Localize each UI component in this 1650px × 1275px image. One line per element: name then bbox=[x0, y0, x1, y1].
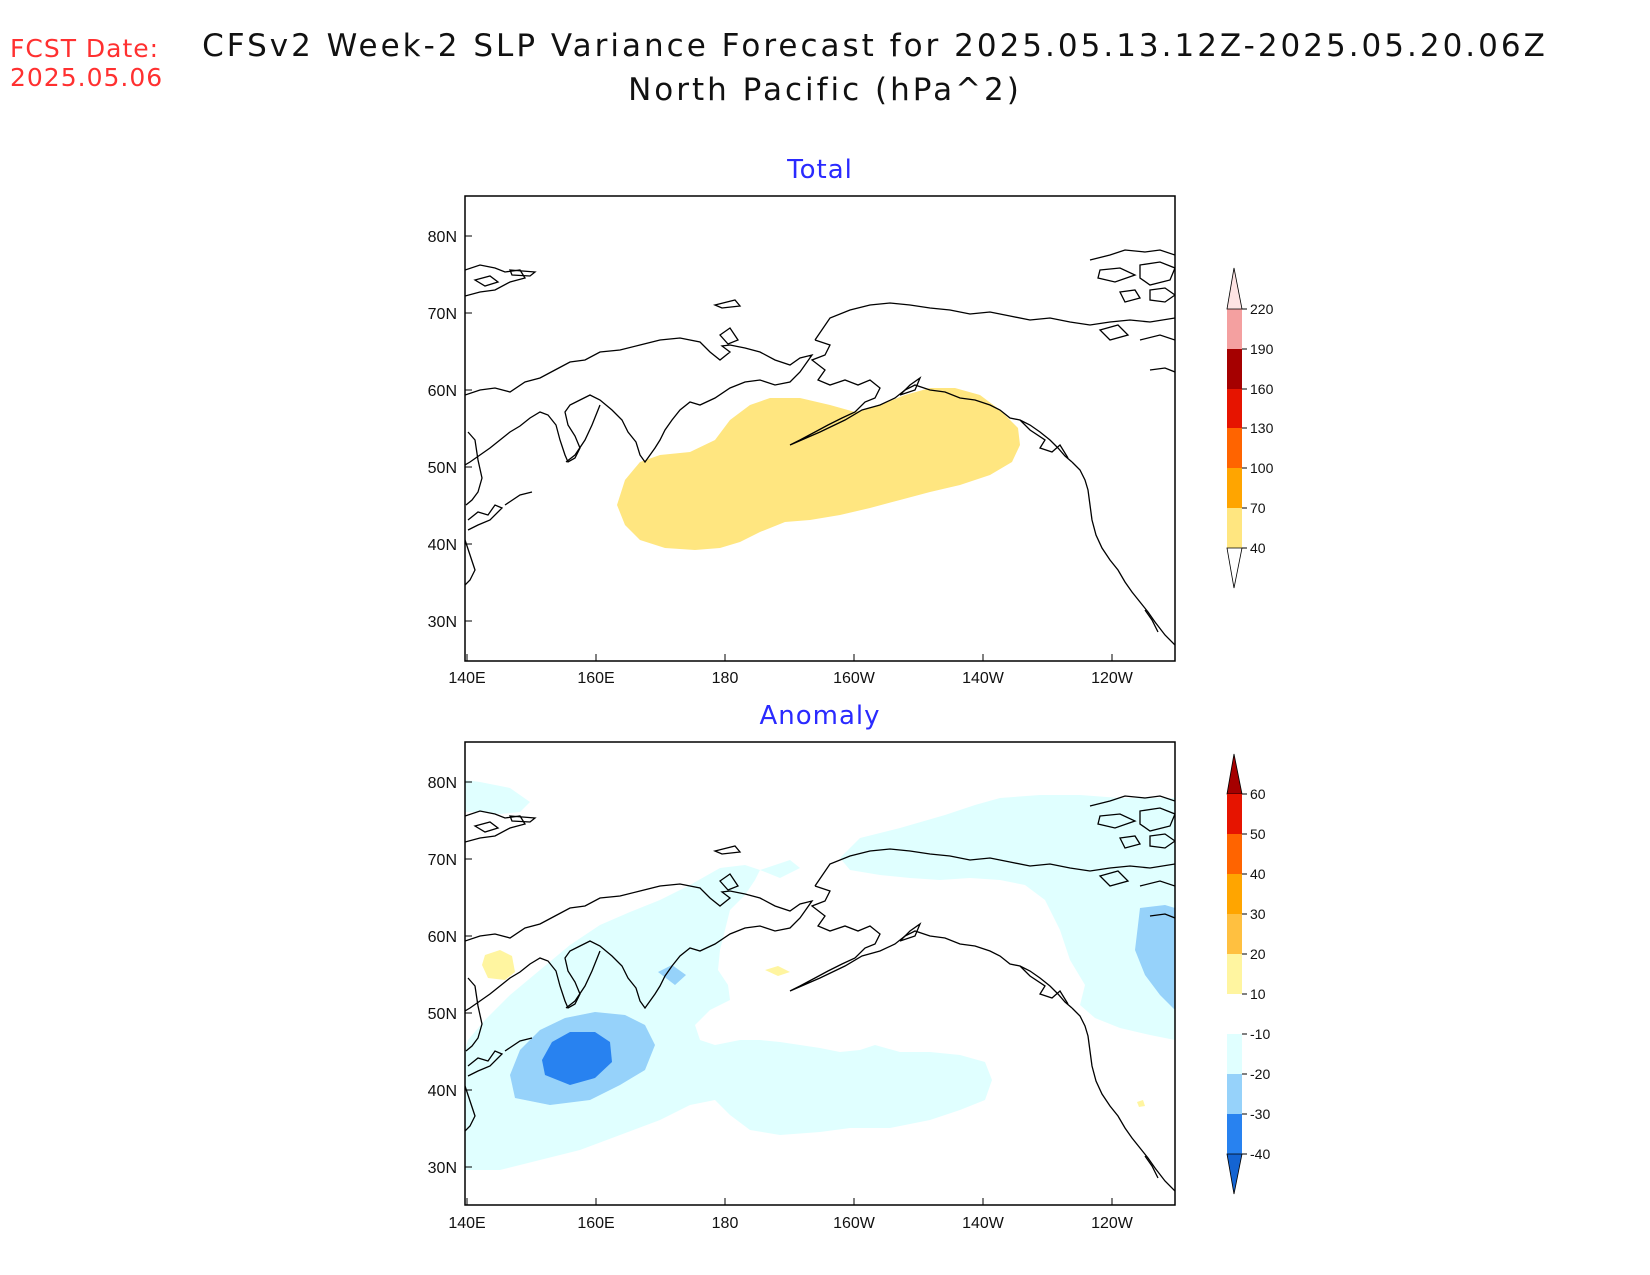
x-tick: 160E bbox=[577, 1215, 614, 1232]
total-variance-40-70-region bbox=[617, 388, 1020, 550]
cb-swatch bbox=[1227, 428, 1242, 468]
y-tick: 70N bbox=[428, 306, 457, 323]
cb-swatch bbox=[1227, 1074, 1242, 1114]
y-tick: 40N bbox=[428, 1083, 457, 1100]
y-tick: 50N bbox=[428, 460, 457, 477]
x-tick: 120W bbox=[1091, 1215, 1134, 1232]
forecast-date-label: FCST Date: 2025.05.06 bbox=[10, 34, 163, 92]
panel-total: Total 80N 70N 60N 50N 40N 30N 14 bbox=[428, 155, 1274, 687]
panel-anomaly: Anomaly 80N 70N bbox=[428, 701, 1271, 1232]
cb-label: 30 bbox=[1250, 906, 1266, 922]
y-tick: 60N bbox=[428, 383, 457, 400]
panel-total-x-axis: 140E 160E 180 160W 140W 120W bbox=[448, 654, 1134, 687]
cb-label: -10 bbox=[1250, 1026, 1270, 1042]
cb-swatch bbox=[1227, 389, 1242, 428]
x-tick: 140W bbox=[962, 1215, 1005, 1232]
cb-swatch bbox=[1227, 349, 1242, 389]
anomaly-light-blue-west bbox=[465, 865, 992, 1170]
cb-label: 10 bbox=[1250, 986, 1266, 1002]
cb-bottom-arrow bbox=[1226, 547, 1243, 589]
x-tick: 140E bbox=[448, 1215, 485, 1232]
panel-anomaly-title: Anomaly bbox=[759, 701, 880, 731]
cb-label: 160 bbox=[1250, 381, 1274, 397]
cb-label: 40 bbox=[1250, 866, 1266, 882]
fcst-label: FCST Date: bbox=[10, 34, 160, 63]
panel-total-title: Total bbox=[786, 155, 853, 185]
anomaly-dark-blue-core bbox=[542, 1032, 612, 1085]
colorbar-total: 40 70 100 130 160 190 220 bbox=[1226, 267, 1274, 589]
x-tick: 140E bbox=[448, 670, 485, 687]
cb-label: 130 bbox=[1250, 420, 1274, 436]
cb-swatch bbox=[1227, 914, 1242, 954]
cb-label: -40 bbox=[1250, 1146, 1270, 1162]
anomaly-yellow-dot bbox=[1137, 1100, 1145, 1107]
cb-swatch bbox=[1227, 1114, 1242, 1154]
cb-swatch bbox=[1227, 794, 1242, 834]
x-tick: 160W bbox=[833, 1215, 876, 1232]
x-tick: 120W bbox=[1091, 670, 1134, 687]
x-tick: 160W bbox=[833, 670, 876, 687]
cb-top-arrow bbox=[1226, 753, 1243, 795]
cb-bottom-arrow bbox=[1226, 1153, 1243, 1195]
cb-label: 70 bbox=[1250, 500, 1266, 516]
y-tick: 30N bbox=[428, 1160, 457, 1177]
main-title: CFSv2 Week-2 SLP Variance Forecast for 2… bbox=[202, 28, 1548, 64]
cb-swatch bbox=[1227, 468, 1242, 508]
panel-anomaly-y-axis: 80N 70N 60N 50N 40N 30N bbox=[428, 775, 472, 1177]
cb-swatch bbox=[1227, 994, 1242, 1034]
cb-top-arrow bbox=[1226, 267, 1243, 310]
colorbar-anomaly: 60 50 40 30 20 10 -10 -20 -30 -40 bbox=[1226, 753, 1270, 1195]
x-tick: 180 bbox=[712, 1215, 739, 1232]
y-tick: 80N bbox=[428, 775, 457, 792]
panel-anomaly-x-axis: 140E 160E 180 160W 140W 120W bbox=[448, 1198, 1134, 1232]
sub-title: North Pacific (hPa^2) bbox=[628, 72, 1022, 108]
y-tick: 70N bbox=[428, 852, 457, 869]
cb-swatch bbox=[1227, 874, 1242, 914]
cb-swatch bbox=[1227, 309, 1242, 349]
anomaly-yellow-small bbox=[765, 966, 790, 976]
y-tick: 40N bbox=[428, 537, 457, 554]
y-tick: 30N bbox=[428, 614, 457, 631]
x-tick: 160E bbox=[577, 670, 614, 687]
panel-total-y-axis: 80N 70N 60N 50N 40N 30N bbox=[428, 229, 472, 631]
cb-label: -30 bbox=[1250, 1106, 1270, 1122]
anomaly-mid-blue-small bbox=[658, 965, 686, 985]
cb-label: 220 bbox=[1250, 301, 1274, 317]
fcst-date: 2025.05.06 bbox=[10, 63, 164, 92]
x-tick: 140W bbox=[962, 670, 1005, 687]
anomaly-light-blue-ne-tail bbox=[760, 860, 800, 878]
y-tick: 50N bbox=[428, 1006, 457, 1023]
anomaly-light-blue-east bbox=[840, 795, 1175, 1040]
anomaly-mid-blue-east bbox=[1135, 905, 1175, 1010]
cb-label: 60 bbox=[1250, 786, 1266, 802]
anomaly-yellow-west bbox=[482, 950, 515, 980]
y-tick: 80N bbox=[428, 229, 457, 246]
cb-label: 40 bbox=[1250, 540, 1266, 556]
cb-label: 50 bbox=[1250, 826, 1266, 842]
cb-label: 20 bbox=[1250, 946, 1266, 962]
cb-swatch bbox=[1227, 1034, 1242, 1074]
panel-total-frame bbox=[464, 195, 1176, 662]
cb-swatch bbox=[1227, 954, 1242, 994]
cb-swatch bbox=[1227, 834, 1242, 874]
cb-label: 190 bbox=[1250, 341, 1274, 357]
y-tick: 60N bbox=[428, 929, 457, 946]
panel-anomaly-frame bbox=[464, 741, 1176, 1206]
cb-label: 100 bbox=[1250, 460, 1274, 476]
cb-swatch bbox=[1227, 508, 1242, 548]
x-tick: 180 bbox=[712, 670, 739, 687]
cb-label: -20 bbox=[1250, 1066, 1270, 1082]
anomaly-light-blue-arctic bbox=[465, 780, 530, 814]
